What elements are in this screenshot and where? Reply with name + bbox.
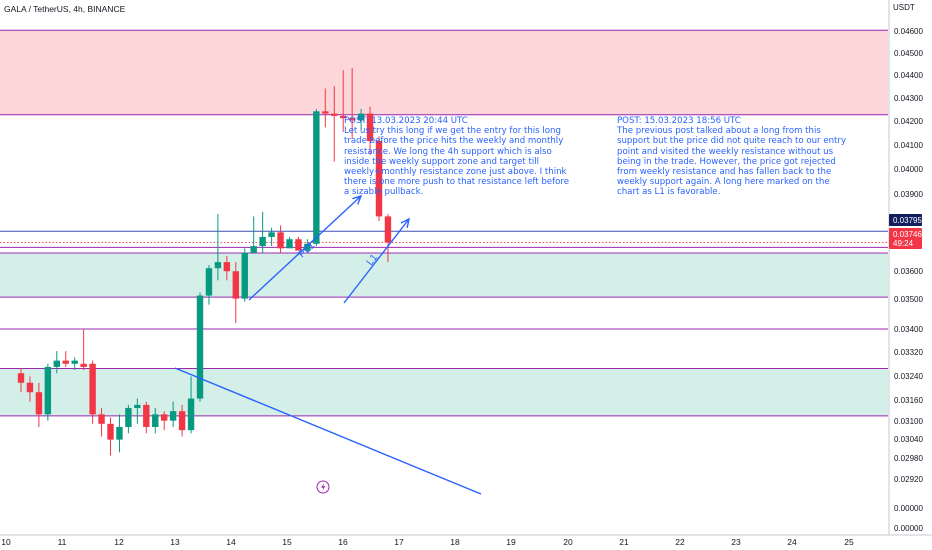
price-tick-label: 0.04500 [894,49,923,58]
post-note-1: POST: 13.03.2023 20:44 UTC Let us try th… [344,116,569,198]
price-tick-label: 0.03320 [894,348,923,357]
date-tick-label: 17 [394,537,404,547]
trend-line [174,367,482,495]
candle-body [331,113,338,116]
currency-label: USDT [893,3,915,12]
candle-body [304,243,311,251]
date-tick-label: 24 [787,537,797,547]
date-tick-label: 12 [114,537,124,547]
candle-body [89,363,96,415]
weekly-support-zone [0,368,888,416]
price-tick-label: 0.04300 [894,94,923,103]
candle-body [178,411,186,431]
candle-body [125,408,132,427]
candle-body [26,382,34,393]
price-tick-label: 0.03600 [894,267,923,276]
l1-arrow-head [400,217,410,228]
candle-body [44,366,52,415]
pl1-arrow-head [352,194,363,205]
candle-body [152,414,159,427]
price-tick-label: 0.02920 [894,475,923,484]
candle-body [71,360,78,364]
candle-body [116,426,123,440]
candle-body [384,216,392,243]
candle-body [17,373,25,383]
date-tick-label: 20 [563,537,573,547]
resistance-zone [0,30,888,115]
price-tick-label: 0.00000 [894,524,923,533]
price-tick-label: 0.03240 [894,372,923,381]
candle-body [232,271,239,299]
candle-body [313,111,320,244]
price-tick-label: 0.04600 [894,27,923,36]
candle-body [53,360,60,367]
candle-body [134,404,141,409]
support-zone-4h [0,253,888,298]
price-tick-label: 0.04200 [894,117,923,126]
candle-body [223,262,231,272]
price-tick-label: 0.02980 [894,454,923,463]
candle-body [196,295,204,399]
date-tick-label: 21 [619,537,629,547]
date-tick-label: 25 [844,537,854,547]
candle-body [366,113,374,142]
resistance-price-label: 0.03795 [893,216,922,225]
candle-body [214,262,222,269]
countdown-label: 49:24 [893,239,914,248]
candle-body [322,111,329,114]
candle-body [143,404,150,427]
candle-body [205,268,213,296]
candle-body [62,360,69,364]
price-tick-label: 0.03500 [894,295,923,304]
lightning-glyph [321,483,326,491]
candle-body [375,141,383,217]
date-tick-label: 15 [282,537,292,547]
candle-body [286,239,293,249]
current-price-badge [889,228,922,249]
price-tick-label: 0.04400 [894,71,923,80]
resistance-price-badge [889,214,922,226]
price-tick-label: 0.04100 [894,141,923,150]
pl1-arrow [248,195,362,301]
date-tick-label: 19 [506,537,516,547]
post-note-2: POST: 15.03.2023 18:56 UTC The previous … [617,116,847,198]
date-tick-label: 16 [338,537,348,547]
candle-body [35,392,43,415]
candle-body [169,411,177,421]
candle-body [348,118,356,121]
price-tick-label: 0.03160 [894,396,923,405]
date-tick-label: 13 [170,537,180,547]
date-tick-label: 22 [675,537,685,547]
date-tick-label: 11 [58,537,67,547]
price-tick-label: 0.03400 [894,325,923,334]
date-tick-label: 23 [731,537,741,547]
l1-arrow [343,218,410,304]
date-tick-label: 18 [450,537,460,547]
date-tick-label: 10 [1,537,11,547]
date-tick-label: 14 [226,537,236,547]
chart-title: GALA / TetherUS, 4h, BINANCE [4,4,126,14]
price-tick-label: 0.04000 [894,165,923,174]
candle-body [259,236,266,247]
candle-body [357,113,365,121]
candle-body [340,115,347,119]
current-price-label: 0.03746 [893,230,922,239]
price-tick-label: 0.00000 [894,504,923,513]
candle-body [295,239,302,251]
candle-body [277,232,284,249]
candle-body [250,246,257,253]
price-tick-label: 0.03040 [894,435,923,444]
candle-body [107,423,114,440]
candle-body [161,414,168,421]
price-tick-label: 0.03100 [894,417,923,426]
price-tick-label: 0.03900 [894,190,923,199]
candle-body [98,414,105,424]
candle-body [187,398,195,431]
candle-body [268,232,275,237]
candle-body [80,363,87,367]
candle-body [241,252,248,299]
